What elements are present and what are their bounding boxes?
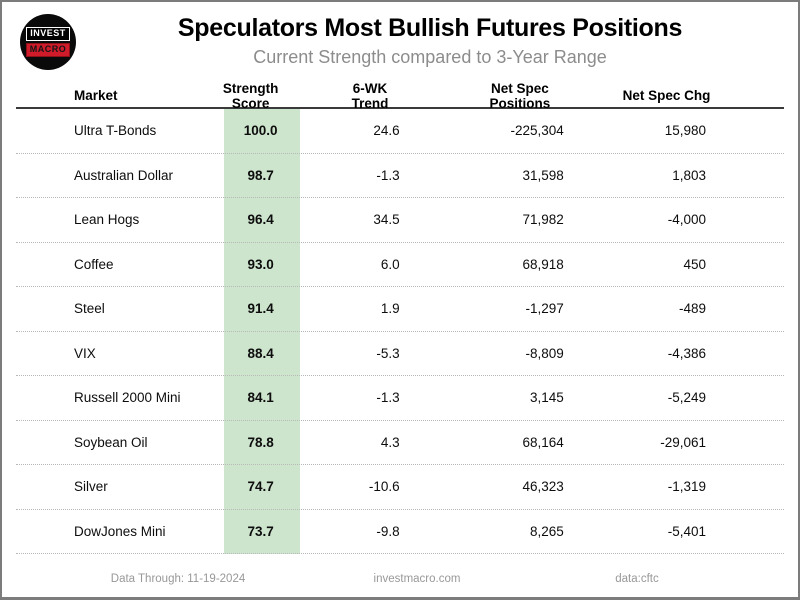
cell-score: 93.0	[247, 256, 274, 272]
table-row: Australian Dollar 98.7 -1.3 31,598 1,803	[16, 154, 784, 198]
table-row: DowJones Mini 73.7 -9.8 8,265 -5,401	[16, 510, 784, 554]
cell-trend: 1.9	[380, 301, 400, 317]
cell-trend: -5.3	[376, 345, 400, 361]
cell-market: DowJones Mini	[74, 523, 166, 539]
table-row: Russell 2000 Mini 84.1 -1.3 3,145 -5,249	[16, 376, 784, 421]
footer-website: investmacro.com	[373, 573, 461, 585]
table-row: Ultra T-Bonds 100.0 24.6 -225,304 15,980	[16, 109, 784, 154]
column-header-6wk-trend: 6-WK Trend	[351, 80, 389, 111]
cell-score: 74.7	[247, 479, 274, 495]
cell-market: Coffee	[74, 256, 114, 272]
table-row: Silver 74.7 -10.6 46,323 -1,319	[16, 465, 784, 510]
cell-trend: -1.3	[376, 390, 400, 406]
table-header: Market Strength Score 6-WK Trend Net Spe…	[16, 80, 784, 111]
cell-score: 100.0	[243, 123, 278, 139]
cell-chg: -4,386	[667, 345, 706, 361]
logo-macro-text: MACRO	[25, 43, 71, 57]
table-body: Ultra T-Bonds 100.0 24.6 -225,304 15,980 Aust…	[16, 109, 784, 554]
table-row: Lean Hogs 96.4 34.5 71,982 -4,000	[16, 198, 784, 243]
cell-positions: 68,164	[522, 434, 564, 450]
cell-market: Russell 2000 Mini	[74, 390, 181, 406]
column-header-strength-score: Strength Score	[222, 80, 279, 111]
table-row: Steel 91.4 1.9 -1,297 -489	[16, 287, 784, 332]
column-header-market: Market	[74, 88, 118, 103]
cell-market: VIX	[74, 345, 96, 361]
cell-trend: 24.6	[373, 123, 400, 139]
cell-trend: -1.3	[376, 167, 400, 183]
cell-positions: 8,265	[529, 523, 564, 539]
cell-market: Steel	[74, 301, 105, 317]
cell-market: Silver	[74, 479, 108, 495]
cell-chg: -29,061	[660, 434, 706, 450]
futures-table: Market Strength Score 6-WK Trend Net Spe…	[16, 80, 784, 554]
cell-score: 91.4	[247, 301, 274, 317]
cell-trend: 34.5	[373, 212, 400, 228]
cell-chg: -1,319	[667, 479, 706, 495]
cell-positions: -1,297	[525, 301, 564, 317]
page-title: Speculators Most Bullish Futures Positio…	[177, 14, 683, 42]
cell-chg: 450	[683, 256, 706, 272]
column-header-net-spec-positions: Net Spec Positions	[489, 80, 551, 111]
cell-positions: 71,982	[522, 212, 564, 228]
cell-trend: 6.0	[380, 256, 400, 272]
cell-positions: 31,598	[522, 167, 564, 183]
cell-market: Soybean Oil	[74, 434, 148, 450]
column-header-net-spec-chg: Net Spec Chg	[622, 88, 711, 103]
investmacro-logo: INVEST MACRO	[20, 14, 76, 70]
footer-data-through: Data Through: 11-19-2024	[110, 573, 246, 585]
cell-chg: -5,401	[667, 523, 706, 539]
table-row: VIX 88.4 -5.3 -8,809 -4,386	[16, 332, 784, 376]
cell-trend: -9.8	[376, 523, 400, 539]
cell-chg: 1,803	[672, 167, 706, 183]
cell-score: 78.8	[247, 434, 274, 450]
cell-market: Ultra T-Bonds	[74, 123, 157, 139]
cell-positions: -8,809	[525, 345, 564, 361]
cell-score: 88.4	[247, 345, 274, 361]
cell-score: 96.4	[247, 212, 274, 228]
cell-score: 73.7	[247, 523, 274, 539]
cell-trend: 4.3	[380, 434, 400, 450]
page-subtitle: Current Strength compared to 3-Year Rang…	[253, 47, 607, 67]
cell-positions: 68,918	[522, 256, 564, 272]
cell-chg: 15,980	[664, 123, 706, 139]
cell-chg: -5,249	[667, 390, 706, 406]
cell-score: 98.7	[247, 167, 274, 183]
score-highlight-band	[224, 109, 300, 554]
cell-positions: 46,323	[522, 479, 564, 495]
footer-source: data:cftc	[615, 573, 659, 585]
logo-invest-text: INVEST	[26, 27, 70, 41]
cell-trend: -10.6	[368, 479, 400, 495]
table-row: Soybean Oil 78.8 4.3 68,164 -29,061	[16, 421, 784, 465]
cell-chg: -4,000	[667, 212, 706, 228]
cell-market: Australian Dollar	[74, 167, 174, 183]
cell-market: Lean Hogs	[74, 212, 140, 228]
table-row: Coffee 93.0 6.0 68,918 450	[16, 243, 784, 287]
cell-chg: -489	[678, 301, 706, 317]
cell-positions: -225,304	[510, 123, 564, 139]
cell-positions: 3,145	[529, 390, 564, 406]
cell-score: 84.1	[247, 390, 274, 406]
